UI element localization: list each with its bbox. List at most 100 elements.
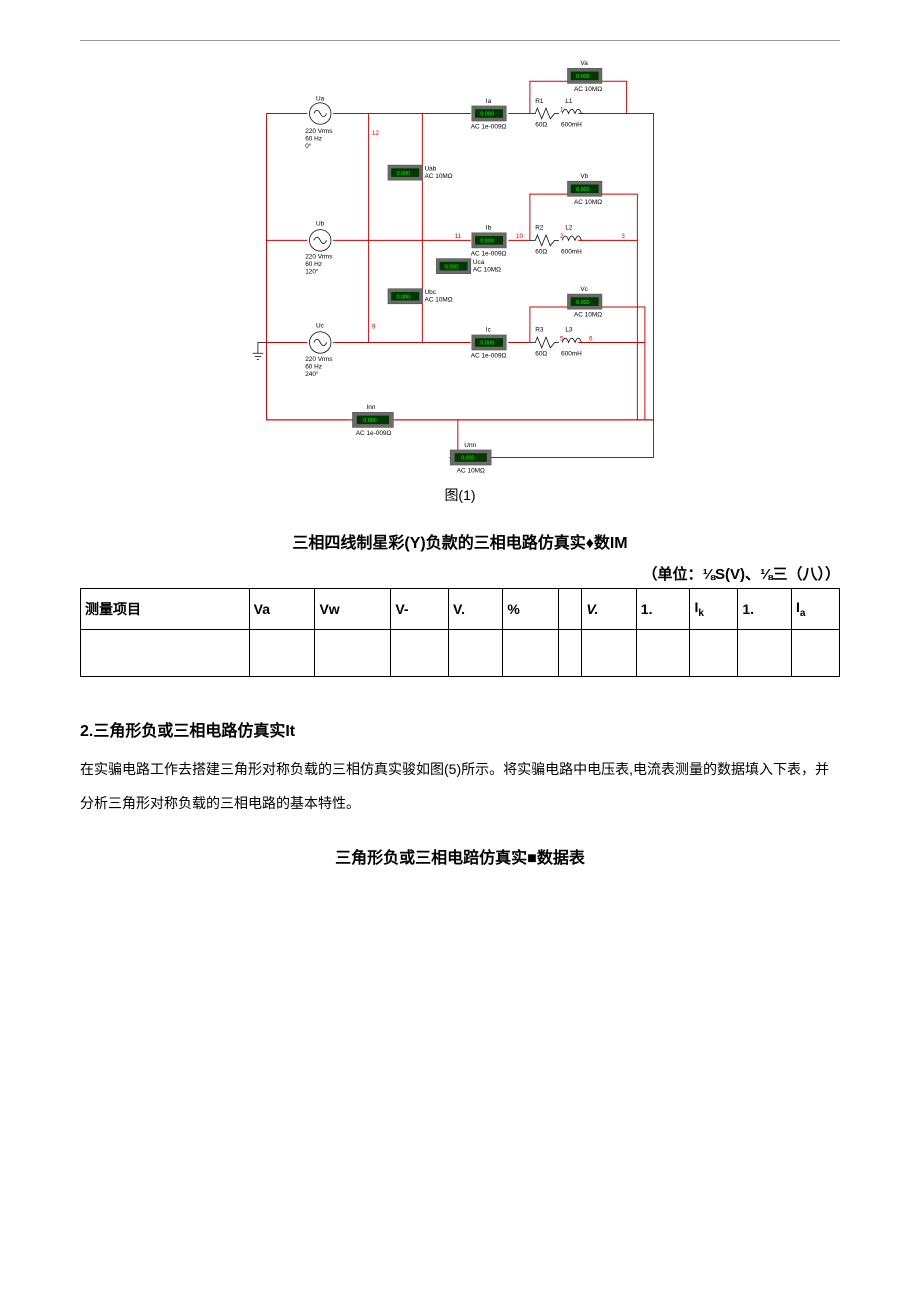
source-ua: Ua 220 Vrms 60 Hz 0° (305, 96, 332, 150)
svg-text:11: 11 (455, 233, 462, 240)
svg-text:220 Vrms: 220 Vrms (305, 356, 332, 363)
svg-text:AC 1e-009Ω: AC 1e-009Ω (471, 353, 507, 360)
th: 1. (636, 589, 690, 630)
svg-text:60Ω: 60Ω (535, 248, 547, 255)
svg-text:220 Vrms: 220 Vrms (305, 254, 332, 261)
svg-text:0.000: 0.000 (461, 456, 474, 462)
load-2: R2 60Ω L2 600mH (530, 225, 582, 256)
table-row (81, 630, 840, 677)
svg-text:600mH: 600mH (561, 350, 582, 357)
svg-text:AC 10MΩ: AC 10MΩ (574, 312, 602, 319)
svg-text:L3: L3 (565, 327, 573, 334)
section2-subtitle: 三角形负或三相电踣仿真实■数据表 (80, 844, 840, 868)
svg-text:AC 10MΩ: AC 10MΩ (457, 468, 485, 475)
svg-text:60Ω: 60Ω (535, 121, 547, 128)
svg-text:Ib: Ib (486, 225, 492, 232)
th (559, 589, 582, 630)
source-uc: Uc 220 Vrms 60 Hz 240° (305, 322, 332, 377)
svg-text:Uca: Uca (473, 259, 485, 266)
svg-text:Vb: Vb (580, 173, 588, 180)
table-header-row: 测量项目 Va Vw V- V. % V. 1. Ik 1. Ia (81, 589, 840, 630)
meter-ia: 0.000 Ia AC 1e-009Ω (471, 98, 507, 131)
svg-text:L1: L1 (565, 98, 573, 105)
top-rule (80, 40, 840, 41)
meter-ic: 0.000 Ic AC 1e-009Ω (471, 327, 507, 360)
svg-text:0.000: 0.000 (480, 112, 493, 118)
load-1: R1 60Ω L1 600mH (530, 98, 582, 129)
svg-text:0.000: 0.000 (480, 239, 493, 245)
figure-caption: 图(1) (80, 485, 840, 505)
svg-text:60 Hz: 60 Hz (305, 135, 322, 142)
svg-text:AC 10MΩ: AC 10MΩ (574, 86, 602, 93)
svg-text:Ua: Ua (316, 96, 325, 103)
svg-text:AC 10MΩ: AC 10MΩ (473, 267, 501, 274)
th: Vw (315, 589, 391, 630)
svg-text:Ia: Ia (486, 98, 492, 105)
svg-text:1: 1 (560, 106, 564, 113)
svg-text:0.000: 0.000 (397, 294, 410, 300)
svg-text:0.000: 0.000 (445, 264, 458, 270)
th: V. (449, 589, 503, 630)
svg-text:0.000: 0.000 (480, 341, 493, 347)
svg-text:Unn: Unn (464, 442, 476, 449)
table1-units: （单位：⅛S(V)、⅛三（八）） (80, 563, 840, 584)
svg-text:600mH: 600mH (561, 121, 582, 128)
svg-text:0.000: 0.000 (576, 74, 589, 80)
meter-va: 0.000 Va AC 10MΩ (568, 60, 603, 93)
circuit-svg: Ua 220 Vrms 60 Hz 0° Ub 220 Vrms 60 Hz 1… (180, 49, 740, 479)
svg-text:240°: 240° (305, 370, 319, 378)
meter-inn: 0.000 Inn AC 1e-009Ω (353, 404, 394, 437)
svg-text:10: 10 (516, 233, 524, 240)
th: Ia (792, 589, 840, 630)
svg-text:0°: 0° (305, 142, 312, 150)
svg-text:0.000: 0.000 (363, 418, 376, 424)
svg-text:9: 9 (372, 324, 376, 331)
th: Ik (690, 589, 738, 630)
svg-text:AC 10MΩ: AC 10MΩ (574, 199, 602, 206)
data-table-1: 测量项目 Va Vw V- V. % V. 1. Ik 1. Ia (80, 588, 840, 677)
svg-text:R2: R2 (535, 225, 544, 232)
source-ub: Ub 220 Vrms 60 Hz 120° (305, 220, 332, 275)
svg-text:AC 1e-009Ω: AC 1e-009Ω (471, 250, 507, 257)
th: 测量项目 (81, 589, 250, 630)
th: V. (582, 589, 636, 630)
svg-text:R3: R3 (535, 327, 544, 334)
svg-text:2: 2 (560, 233, 564, 240)
svg-text:Uc: Uc (316, 322, 325, 329)
svg-text:0.000: 0.000 (576, 187, 589, 193)
section2-heading: 2.三角形负或三相电路仿真实It (80, 717, 840, 741)
svg-text:120°: 120° (305, 268, 319, 276)
svg-text:60 Hz: 60 Hz (305, 261, 322, 268)
svg-text:Ic: Ic (486, 327, 492, 334)
svg-text:AC 1e-009Ω: AC 1e-009Ω (356, 430, 392, 437)
th: % (503, 589, 559, 630)
svg-text:Ubc: Ubc (425, 289, 437, 296)
meter-vc: 0.000 Vc AC 10MΩ (568, 286, 603, 319)
svg-text:Vc: Vc (580, 286, 588, 293)
svg-text:Ub: Ub (316, 220, 325, 227)
th: 1. (738, 589, 792, 630)
svg-text:220 Vrms: 220 Vrms (305, 128, 332, 135)
meter-ubc: 0.000 UbcAC 10MΩ (388, 289, 453, 304)
svg-text:Va: Va (580, 60, 588, 67)
table1-title: 三相四线制星彩(Y)负款的三相电路仿真实♦数IM (80, 529, 840, 553)
svg-text:R1: R1 (535, 98, 544, 105)
meter-vb: 0.000 Vb AC 10MΩ (568, 173, 603, 206)
svg-text:0.000: 0.000 (397, 171, 410, 177)
svg-text:AC 1e-009Ω: AC 1e-009Ω (471, 124, 507, 131)
svg-text:Inn: Inn (366, 404, 375, 411)
svg-text:60 Hz: 60 Hz (305, 363, 322, 370)
load-3: R360Ω L3600mH (530, 327, 582, 358)
svg-text:0.000: 0.000 (576, 300, 589, 306)
section2-paragraph: 在实骗电路工作去搭建三角形对称负载的三相仿真实骏如图(5)所示。将实骗电路中电压… (80, 753, 840, 820)
svg-text:12: 12 (372, 130, 380, 137)
th: Va (249, 589, 315, 630)
svg-text:AC 10MΩ: AC 10MΩ (425, 173, 453, 180)
svg-text:L2: L2 (565, 225, 573, 232)
circuit-diagram: Ua 220 Vrms 60 Hz 0° Ub 220 Vrms 60 Hz 1… (180, 49, 740, 479)
svg-text:Uab: Uab (425, 165, 437, 172)
meter-unn: 0.000 Unn AC 10MΩ (450, 442, 491, 475)
svg-text:600mH: 600mH (561, 248, 582, 255)
meter-ib: 0.000 Ib AC 1e-009Ω (471, 225, 507, 258)
meter-uca: 0.000 UcaAC 10MΩ (436, 259, 501, 274)
